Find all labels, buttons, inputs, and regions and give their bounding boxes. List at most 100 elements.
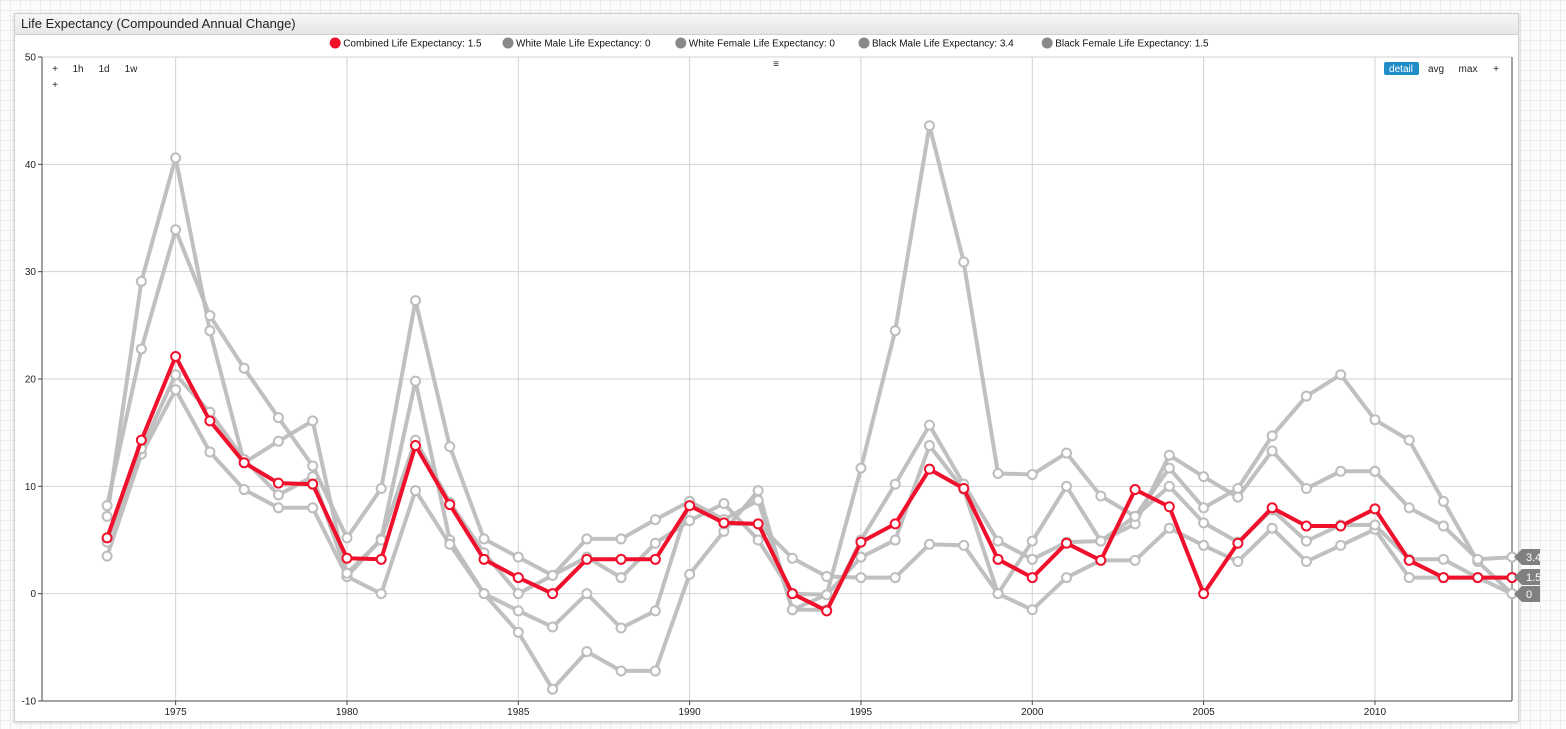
legend-item[interactable]: Combined Life Expectancy: 1.5 <box>329 37 482 50</box>
last-value-marker: 0 <box>1514 586 1540 602</box>
data-point <box>1163 522 1175 534</box>
widget-title: Life Expectancy (Compounded Annual Chang… <box>21 16 296 31</box>
legend-item[interactable]: White Male Life Expectancy: 0 <box>502 37 651 50</box>
data-point <box>101 500 113 512</box>
data-point <box>1403 434 1415 446</box>
data-point <box>1369 465 1381 477</box>
menu-icon[interactable]: ≡ <box>773 59 779 70</box>
legend-label: White Female Life Expectancy: 0 <box>689 39 836 50</box>
data-point <box>341 532 353 544</box>
data-point <box>821 589 833 601</box>
data-point <box>1163 480 1175 492</box>
data-point <box>1232 537 1244 549</box>
data-point <box>889 534 901 546</box>
data-point <box>135 343 147 355</box>
data-point <box>958 482 970 494</box>
range-1d-button[interactable]: 1d <box>98 64 109 75</box>
data-point <box>101 532 113 544</box>
marker-shape <box>1514 549 1540 565</box>
data-point <box>101 510 113 522</box>
y-tick-label: 0 <box>30 589 36 600</box>
data-point <box>512 626 524 638</box>
data-point <box>512 572 524 584</box>
data-point <box>649 605 661 617</box>
data-point <box>307 478 319 490</box>
toolbar: +1h 1d 1w + ≡ detail avg max + <box>52 59 1499 91</box>
data-point <box>1266 502 1278 514</box>
y-tick-label: 20 <box>25 375 37 386</box>
data-point <box>341 567 353 579</box>
data-point <box>684 568 696 580</box>
data-point <box>1163 449 1175 461</box>
data-point <box>1129 484 1141 496</box>
data-point <box>718 498 730 510</box>
data-point <box>512 588 524 600</box>
legend-item[interactable]: White Female Life Expectancy: 0 <box>675 37 836 50</box>
data-point <box>272 412 284 424</box>
data-point <box>1026 535 1038 547</box>
legend-label: Black Male Life Expectancy: 3.4 <box>872 39 1014 50</box>
data-point <box>170 224 182 236</box>
widget-header: Life Expectancy (Compounded Annual Chang… <box>15 14 1518 35</box>
data-point <box>1437 520 1449 532</box>
data-point <box>821 570 833 582</box>
add-button[interactable]: + <box>52 80 58 91</box>
data-point <box>786 588 798 600</box>
x-tick-label: 2005 <box>1192 707 1215 718</box>
data-point <box>1266 445 1278 457</box>
data-point <box>1335 539 1347 551</box>
legend-swatch <box>675 37 687 49</box>
data-point <box>1095 554 1107 566</box>
range-1w-button[interactable]: 1w <box>125 64 139 75</box>
legend-label: Black Female Life Expectancy: 1.5 <box>1055 39 1209 50</box>
series-line <box>105 387 1513 630</box>
data-point <box>101 550 113 562</box>
range-1h-button[interactable]: 1h <box>72 64 83 75</box>
data-point <box>1061 480 1073 492</box>
zoom-in-button[interactable]: + <box>52 64 58 75</box>
data-point <box>1472 572 1484 584</box>
x-tick-label: 1975 <box>165 707 188 718</box>
data-point <box>1198 517 1210 529</box>
detail-button[interactable]: detail <box>1384 62 1419 75</box>
legend-item[interactable]: Black Female Life Expectancy: 1.5 <box>1041 37 1209 50</box>
data-point <box>684 500 696 512</box>
data-point <box>409 440 421 452</box>
data-point <box>615 665 627 677</box>
data-point <box>204 446 216 458</box>
data-point <box>958 256 970 268</box>
legend-item[interactable]: Black Male Life Expectancy: 3.4 <box>858 37 1015 50</box>
legend: Combined Life Expectancy: 1.5 White Male … <box>329 37 1209 50</box>
last-value-marker: 1.5 <box>1514 569 1541 585</box>
max-button[interactable]: max <box>1459 64 1478 75</box>
data-point <box>1026 604 1038 616</box>
data-point <box>684 515 696 527</box>
data-point <box>204 310 216 322</box>
data-point <box>1026 572 1038 584</box>
right-add-button[interactable]: + <box>1493 64 1499 75</box>
data-point <box>1163 501 1175 513</box>
data-point <box>1266 522 1278 534</box>
x-tick-label: 2010 <box>1364 707 1387 718</box>
marker-label: 0 <box>1526 589 1532 601</box>
data-point <box>649 665 661 677</box>
data-point <box>855 572 867 584</box>
data-point <box>923 463 935 475</box>
data-point <box>272 435 284 447</box>
data-point <box>1335 520 1347 532</box>
data-point <box>615 553 627 565</box>
data-point <box>718 517 730 529</box>
data-point <box>478 553 490 565</box>
data-point <box>1300 390 1312 402</box>
y-tick-label: -10 <box>22 697 37 708</box>
data-point <box>1266 430 1278 442</box>
active-button-bg <box>1384 62 1419 75</box>
data-point <box>615 622 627 634</box>
data-point <box>821 605 833 617</box>
data-point <box>889 572 901 584</box>
data-point <box>375 482 387 494</box>
data-point <box>581 533 593 545</box>
avg-button[interactable]: avg <box>1428 64 1444 75</box>
data-point <box>272 477 284 489</box>
